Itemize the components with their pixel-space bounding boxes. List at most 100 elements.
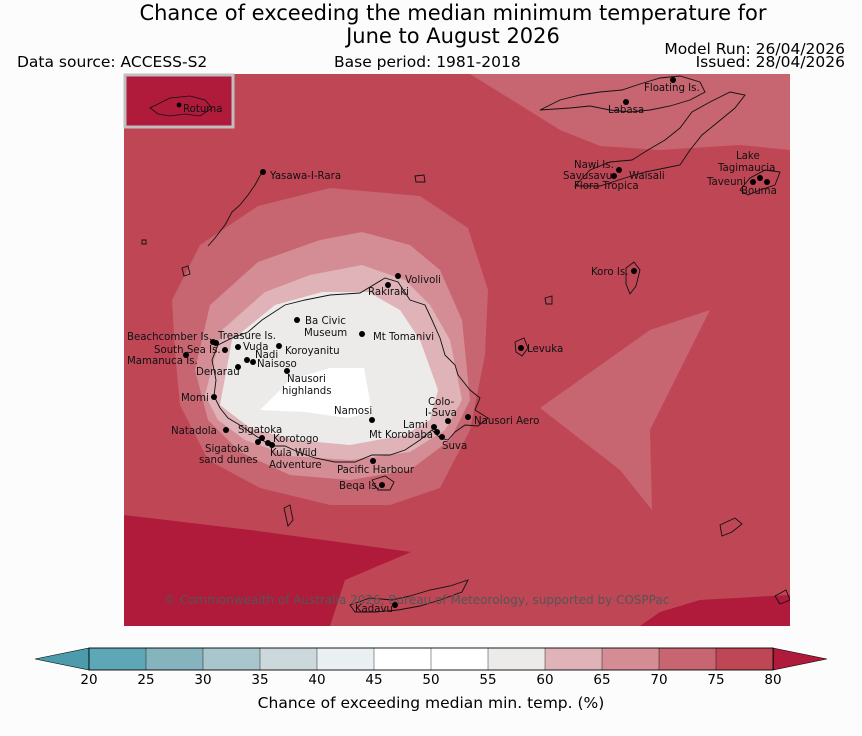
- colorbar-label: Chance of exceeding median min. temp. (%…: [257, 694, 605, 712]
- label-ba-civic: Ba Civic: [305, 316, 346, 327]
- label-beachcomber-is: Beachcomber Is.: [127, 332, 212, 343]
- label-kula-2: Adventure: [269, 460, 322, 471]
- koro-coast: [625, 261, 641, 295]
- label-labasa: Labasa: [608, 105, 644, 116]
- contour-50: [260, 368, 372, 418]
- colorbar-tick-label: 35: [251, 672, 269, 688]
- copyright-notice: © Commonwealth of Australia 2026, Bureau…: [164, 593, 669, 607]
- colorbar-tick-label: 45: [365, 672, 383, 688]
- colorbar-tick-label: 30: [194, 672, 212, 688]
- label-sigatoka: Sigatoka: [238, 425, 282, 436]
- colorbar-segment: [715, 647, 774, 671]
- label-museum: Museum: [304, 328, 347, 339]
- place-markers: [183, 77, 770, 608]
- beqa-coast: [371, 475, 395, 491]
- yasawa-chain: [207, 171, 263, 247]
- label-vuda: Vuda: [243, 342, 268, 353]
- contour-layer: © Commonwealth of Australia 2026, Bureau…: [124, 74, 790, 626]
- label-bouma: Bouma: [741, 186, 777, 197]
- label-waisali: Waisali: [629, 171, 665, 182]
- label-volivoli: Volivoli: [405, 275, 441, 286]
- label-mt-korobaba: Mt Korobaba: [369, 430, 433, 441]
- label-koro-is: Koro Is.: [591, 267, 628, 278]
- colorbar-tick-label: 65: [593, 672, 611, 688]
- islet-b: [544, 295, 553, 305]
- label-nausori-highlands-1: Nausori: [287, 374, 326, 385]
- colorbar-above-arrow: [772, 647, 828, 671]
- label-levuka: Levuka: [527, 344, 563, 355]
- colorbar-segment: [487, 647, 546, 671]
- contour-70-east-finger: [540, 310, 710, 510]
- colorbar-tick-label: 75: [707, 672, 725, 688]
- chart-title: Chance of exceeding the median minimum t…: [0, 2, 862, 48]
- vanua-levu-coast: [573, 91, 746, 187]
- label-naisoso: Naisoso: [257, 359, 297, 370]
- colorbar-tick-label: 60: [536, 672, 554, 688]
- islet-c: [283, 504, 294, 527]
- label-treasure-is: Treasure Is.: [217, 331, 276, 342]
- label-colo-1: Colo-: [428, 397, 455, 408]
- ovalau-coast: [514, 337, 529, 357]
- colorbar-tick-label: 70: [650, 672, 668, 688]
- label-lake: Lake: [736, 151, 760, 162]
- label-savusavu: Savusavu: [563, 171, 612, 182]
- label-beqa-is: Beqa Is.: [339, 481, 380, 492]
- colorbar-segment: [259, 647, 318, 671]
- data-source: Data source: ACCESS-S2: [17, 53, 208, 71]
- inset-label-rotuma: Rotuma: [183, 104, 222, 115]
- colorbar-below-arrow: [34, 647, 90, 671]
- vanua-levu-north: [539, 75, 706, 113]
- colorbar-segment: [145, 647, 204, 671]
- islet-d: [719, 517, 743, 537]
- model-run: Model Run: 26/04/2026: [664, 40, 845, 58]
- colorbar-segment: [658, 647, 717, 671]
- islet-g: [141, 239, 147, 245]
- label-flora-tropica: Flora Tropica: [574, 181, 639, 192]
- label-denarau: Denarau: [196, 367, 240, 378]
- colorbar-segment: [544, 647, 603, 671]
- label-nawi-is: Nawi Is.: [574, 160, 614, 171]
- islet-e: [774, 589, 790, 605]
- label-lami: Lami: [403, 420, 428, 431]
- colorbar-tick-label: 20: [80, 672, 98, 688]
- colorbar-segment: [88, 647, 147, 671]
- colorbar-tick-label: 50: [422, 672, 440, 688]
- label-south-sea-is: South Sea Is.: [154, 345, 221, 356]
- issued-date: Issued: 28/04/2026: [695, 53, 845, 71]
- colorbar-tick-label: 80: [764, 672, 782, 688]
- label-nausori-aero: Nausori Aero: [474, 416, 539, 427]
- label-namosi: Namosi: [334, 406, 372, 417]
- label-colo-2: I-Suva: [425, 408, 457, 419]
- label-pacific-harbour: Pacific Harbour: [337, 465, 415, 476]
- label-suva: Suva: [442, 441, 467, 452]
- title-line-1: Chance of exceeding the median minimum t…: [139, 1, 767, 25]
- label-mamanuca-is: Mamanuca Is.: [127, 356, 198, 367]
- label-kula-1: Kula Wild: [270, 448, 317, 459]
- colorbar-tick-label: 25: [137, 672, 155, 688]
- colorbar-tick-label: 40: [308, 672, 326, 688]
- label-taveuni: Taveuni: [706, 177, 746, 188]
- contour-80-southeast: [640, 595, 790, 626]
- label-sigatoka-dunes-2: sand dunes: [199, 455, 258, 466]
- colorbar-segment: [202, 647, 261, 671]
- label-floating-is: Floating Is.: [644, 83, 700, 94]
- islet-a: [414, 174, 426, 183]
- label-sigatoka-dunes-1: Sigatoka: [205, 444, 249, 455]
- base-period: Base period: 1981-2018: [334, 53, 521, 71]
- colorbar-segment: [373, 647, 432, 671]
- colorbar-tick-label: 55: [479, 672, 497, 688]
- taveuni-coast: [739, 169, 781, 196]
- colorbar-segment: [430, 647, 489, 671]
- label-koroyanitu: Koroyanitu: [285, 346, 340, 357]
- label-rakiraki: Rakiraki: [368, 287, 409, 298]
- label-mt-tomanivi: Mt Tomanivi: [373, 332, 434, 343]
- contour-80-south: [124, 515, 411, 626]
- label-nadi: Nadi: [255, 350, 278, 361]
- label-nausori-highlands-2: highlands: [282, 386, 332, 397]
- label-momi: Momi: [181, 393, 209, 404]
- islet-f: [181, 265, 191, 277]
- colorbar-segment: [601, 647, 660, 671]
- label-korotogo: Korotogo: [273, 434, 319, 445]
- label-tagimaucia: Tagimaucia: [717, 163, 775, 174]
